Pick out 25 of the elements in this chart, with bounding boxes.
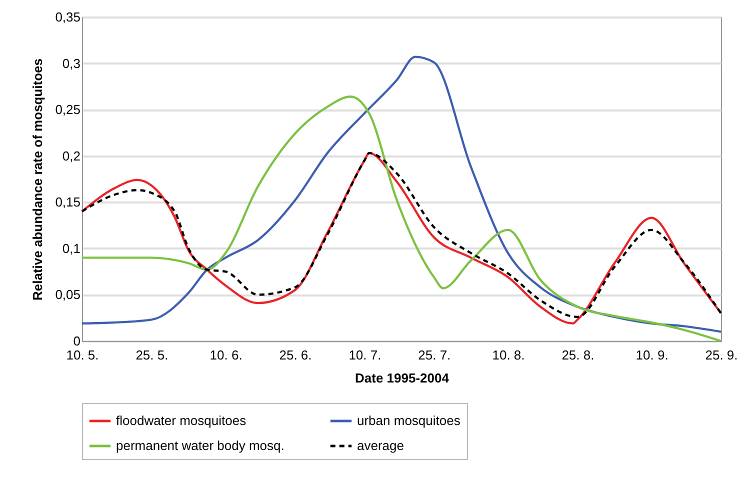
x-tick-label: 25. 5.: [136, 348, 168, 362]
x-tick-label: 10. 6.: [210, 348, 242, 362]
x-tick-label: 10. 7.: [348, 348, 382, 362]
y-tick-label: 0,3: [62, 56, 80, 71]
x-tick-label: 25. 9.: [705, 348, 738, 362]
legend-label: floodwater mosquitoes: [116, 413, 247, 428]
y-tick-label: 0,1: [62, 240, 80, 256]
y-tick-label: 0,15: [55, 194, 80, 210]
y-axis-title: Relative abundance rate of mosquitoes: [30, 58, 46, 301]
x-tick-label: 25. 8.: [562, 348, 594, 362]
y-tick-label: 0,05: [55, 287, 80, 302]
legend-label: permanent water body mosq.: [116, 438, 284, 453]
x-axis-title: Date 1995-2004: [355, 370, 450, 386]
x-tick-label: 25. 7.: [418, 348, 451, 362]
x-tick-label: 10. 8.: [492, 348, 525, 362]
y-tick-label: 0: [73, 334, 80, 348]
x-tick-label: 10. 9.: [636, 348, 668, 362]
y-tick-label: 0,2: [62, 148, 80, 164]
x-tick-label: 10. 5.: [66, 348, 99, 362]
y-tick-label: 0,25: [55, 102, 80, 118]
x-tick-label: 25. 6.: [279, 348, 312, 362]
y-tick-label: 0,35: [55, 10, 80, 24]
line-series: [80, 56, 722, 333]
legend-label: urban mosquitoes: [357, 413, 461, 428]
legend-label: average: [357, 438, 404, 453]
